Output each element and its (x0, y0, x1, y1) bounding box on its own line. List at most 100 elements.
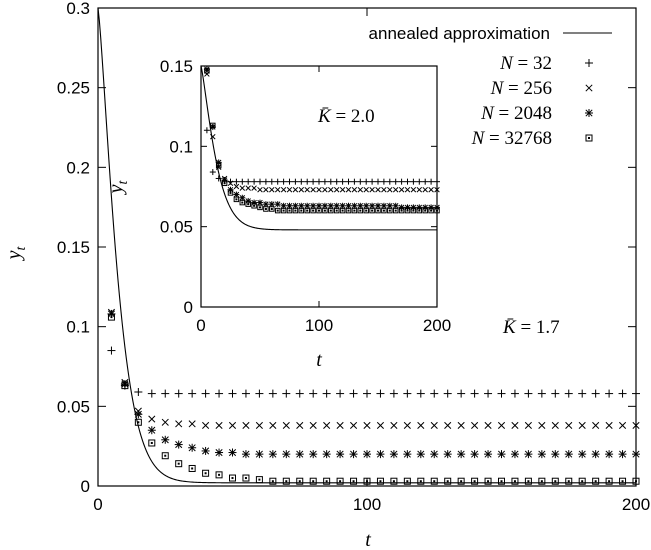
inset-point-cross (280, 186, 287, 193)
inset-point-cross (345, 186, 352, 193)
main-series-layer (107, 308, 640, 485)
main-y-tick-label: 0.25 (57, 79, 90, 98)
inset-point-square (233, 196, 240, 203)
main-point-plus (376, 389, 385, 398)
inset-point-plus (410, 178, 417, 185)
inset-x-tick-label: 200 (423, 316, 451, 335)
main-point-cross (403, 421, 411, 430)
inset-point-asterisk (227, 186, 234, 193)
main-point-plus (161, 389, 170, 398)
main-point-square (229, 474, 236, 482)
inset-point-square (210, 122, 216, 129)
inset-point-square (269, 206, 275, 212)
inset-series-layer (203, 66, 440, 214)
main-point-asterisk (457, 450, 466, 459)
main-point-square (390, 477, 398, 485)
inset-x-tick-label: 100 (305, 316, 333, 335)
inset-y-axis-label-sub: t (116, 180, 131, 185)
main-point-plus (322, 389, 331, 398)
main-point-plus (147, 389, 156, 398)
inset-point-asterisk (262, 201, 269, 208)
main-point-plus (591, 389, 600, 398)
main-y-axis-label-var: y (3, 250, 25, 261)
legend-item-var: N (471, 128, 486, 149)
inset-point-asterisk (339, 202, 346, 209)
inset-point-cross (363, 186, 369, 193)
main-point-asterisk (134, 410, 143, 419)
inset-point-plus (286, 178, 293, 185)
inset-point-cross (416, 186, 423, 193)
inset-point-plus (209, 169, 216, 176)
inset-point-asterisk (369, 202, 376, 209)
inset-point-plus (316, 178, 322, 185)
main-point-cross (228, 421, 237, 430)
inset-point-asterisk (298, 202, 305, 209)
main-point-square (417, 477, 425, 485)
inset-point-plus (245, 178, 252, 185)
inset-point-plus (257, 178, 263, 185)
inset-point-square (239, 199, 246, 206)
legend-item-marker-cross (585, 84, 593, 92)
inset-point-asterisk (380, 202, 387, 209)
inset-point-asterisk (345, 202, 352, 209)
inset-point-asterisk (386, 202, 393, 209)
inset-point-asterisk (428, 204, 435, 211)
inset-point-plus (327, 178, 334, 185)
main-point-square (605, 477, 613, 485)
main-point-plus (389, 389, 398, 398)
main-point-asterisk (241, 450, 250, 459)
main-point-square (148, 439, 156, 447)
inset-point-asterisk (404, 204, 411, 211)
inset-point-plus (274, 178, 281, 185)
main-x-tick-label: 100 (353, 495, 381, 514)
inset-point-asterisk (245, 197, 252, 204)
main-y-tick-label: 0.1 (66, 318, 90, 337)
main-point-square (592, 477, 600, 485)
main-point-cross (349, 421, 358, 430)
inset-y-tick-label: 0.1 (169, 137, 193, 156)
inset-point-plus (363, 178, 370, 185)
inset-point-cross (404, 186, 411, 193)
inset-point-square (398, 207, 405, 214)
main-point-cross (524, 421, 532, 430)
inset-point-asterisk (398, 204, 405, 211)
main-point-asterisk (147, 426, 156, 435)
main-point-cross (511, 421, 519, 430)
inset-point-cross (381, 186, 387, 193)
main-point-cross (175, 420, 183, 428)
main-point-plus (457, 389, 466, 398)
inset-point-cross (322, 186, 328, 193)
main-point-square (255, 476, 263, 484)
legend-item-label: N = 2048 (480, 103, 552, 124)
main-y-tick-label: 0 (81, 477, 90, 496)
inset-point-cross (298, 186, 305, 193)
main-point-square (188, 464, 196, 472)
inset-point-plus (215, 175, 222, 182)
main-point-plus (107, 346, 116, 355)
legend-curve-label: annealed approximation (369, 24, 550, 43)
main-point-cross (269, 421, 277, 430)
main-point-square (161, 452, 169, 460)
inset-point-cross (387, 186, 393, 193)
inset-point-square (204, 68, 210, 74)
inset-point-square (304, 207, 310, 214)
inset-point-cross (392, 186, 399, 193)
inset-point-cross (375, 186, 381, 193)
inset-point-plus (345, 178, 352, 185)
inset-point-plus (428, 178, 435, 185)
inset-point-plus (392, 178, 399, 185)
inset-point-plus (386, 178, 393, 185)
inset-y-tick-label: 0 (184, 298, 193, 317)
inset-point-cross (304, 186, 310, 193)
main-point-asterisk (363, 450, 371, 459)
main-point-asterisk (470, 450, 479, 459)
inset-point-square (375, 207, 381, 214)
main-point-plus (605, 389, 614, 398)
inset-point-asterisk (239, 194, 246, 201)
inset-point-square (387, 207, 393, 214)
main-point-asterisk (484, 450, 493, 459)
main-point-cross (215, 421, 223, 430)
inset-point-square (322, 207, 328, 214)
